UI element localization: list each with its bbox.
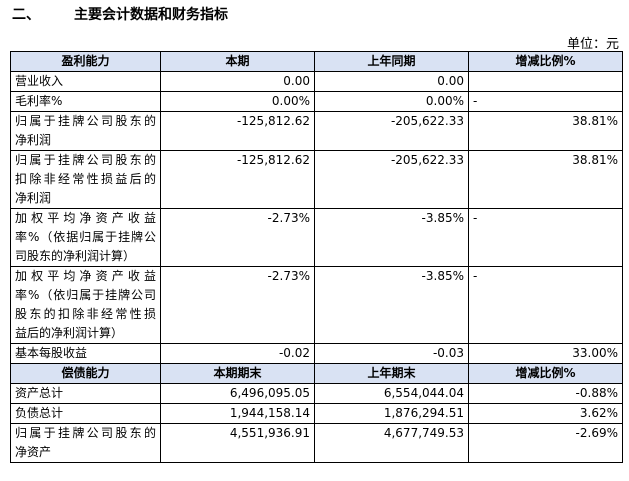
prior-value-cell: -0.03 [314,343,469,364]
row-item-label: 营业收入 [10,71,161,92]
prior-value-cell: 0.00 [314,71,469,92]
item-label-line: 益后的净利润计算） [15,326,124,340]
current-value-cell: -125,812.62 [160,150,315,209]
item-label-line: 加权平均净资产收益 [15,269,156,283]
table-row: 归属于挂牌公司股东的 净资产 4,551,936.91 4,677,749.53 -2.… [10,423,623,463]
current-value-cell: 1,944,158.14 [160,403,315,424]
col-header-solvency: 偿债能力 [10,363,161,384]
item-label-line: 负债总计 [15,406,64,420]
item-label-line: 加权平均净资产收益 [15,211,156,225]
col-header-period-end: 本期期末 [160,363,315,384]
item-label-line: 司股东的净利润计算） [15,249,136,263]
row-item-label: 加权平均净资产收益 率%（依归属于挂牌公司 股东的扣除非经常性损 益后的净利润计算） [10,266,161,344]
change-ratio-cell: 38.81% [468,150,623,209]
financial-data-table: 盈利能力 本期 上年同期 增减比例% 营业收入 0.00 0.00 毛利率% 0.00% 0.00… [10,51,623,463]
current-value-cell: 0.00% [160,91,315,112]
row-item-label: 归属于挂牌公司股东的 扣除非经常性损益后的 净利润 [10,150,161,209]
change-ratio-cell: 38.81% [468,111,623,151]
table-row: 归属于挂牌公司股东的 扣除非经常性损益后的 净利润 -125,812.62 -205,6… [10,150,623,209]
table-row: 归属于挂牌公司股东的 净利润 -125,812.62 -205,622.33 38.81… [10,111,623,151]
change-ratio-cell: 33.00% [468,343,623,364]
current-value-cell: -2.73% [160,208,315,267]
table-row: 基本每股收益 -0.02 -0.03 33.00% [10,343,623,364]
item-label-line: 股东的扣除非经常性损 [15,307,156,321]
prior-value-cell: 1,876,294.51 [314,403,469,424]
col-header-change-ratio: 增减比例% [468,363,623,384]
change-ratio-cell [468,71,623,92]
table-row: 毛利率% 0.00% 0.00% - [10,91,623,112]
item-label-line: 资产总计 [15,386,64,400]
item-label-line: 归属于挂牌公司股东的 [15,153,156,167]
item-label-line: 扣除非经常性损益后的 [15,172,156,186]
change-ratio-cell: - [468,266,623,344]
item-label-line: 率%（依据归属于挂牌公 [15,230,156,244]
row-item-label: 归属于挂牌公司股东的 净利润 [10,111,161,151]
section-number: 二、 [12,7,40,23]
prior-value-cell: -3.85% [314,208,469,267]
change-ratio-cell: -0.88% [468,383,623,404]
change-ratio-cell: -2.69% [468,423,623,463]
table-row: 加权平均净资产收益 率%（依据归属于挂牌公 司股东的净利润计算） -2.73% -3.8… [10,208,623,267]
item-label-line: 净资产 [15,445,52,459]
table-row: 加权平均净资产收益 率%（依归属于挂牌公司 股东的扣除非经常性损 益后的净利润计算） -… [10,266,623,344]
item-label-line: 毛利率% [15,94,63,108]
col-header-prior-year-end: 上年期末 [314,363,469,384]
item-label-line: 归属于挂牌公司股东的 [15,114,156,128]
item-label-line: 归属于挂牌公司股东的 [15,426,156,440]
table-row: 资产总计 6,496,095.05 6,554,044.04 -0.88% [10,383,623,404]
section-heading: 二、 主要会计数据和财务指标 [12,4,228,26]
profit-header-row: 盈利能力 本期 上年同期 增减比例% [10,51,623,72]
current-value-cell: 0.00 [160,71,315,92]
current-value-cell: 6,496,095.05 [160,383,315,404]
item-label-line: 净利润 [15,191,52,205]
row-item-label: 负债总计 [10,403,161,424]
col-header-prior-period: 上年同期 [314,51,469,72]
current-value-cell: -125,812.62 [160,111,315,151]
col-header-current-period: 本期 [160,51,315,72]
prior-value-cell: -205,622.33 [314,150,469,209]
prior-value-cell: 6,554,044.04 [314,383,469,404]
solvency-header-row: 偿债能力 本期期末 上年期末 增减比例% [10,363,623,384]
prior-value-cell: 0.00% [314,91,469,112]
unit-label: 单位：元 [566,37,619,52]
change-ratio-cell: - [468,208,623,267]
row-item-label: 基本每股收益 [10,343,161,364]
col-header-change-ratio: 增减比例% [468,51,623,72]
table-row: 负债总计 1,944,158.14 1,876,294.51 3.62% [10,403,623,424]
prior-value-cell: -3.85% [314,266,469,344]
current-value-cell: 4,551,936.91 [160,423,315,463]
row-item-label: 加权平均净资产收益 率%（依据归属于挂牌公 司股东的净利润计算） [10,208,161,267]
col-header-profitability: 盈利能力 [10,51,161,72]
prior-value-cell: 4,677,749.53 [314,423,469,463]
prior-value-cell: -205,622.33 [314,111,469,151]
item-label-line: 净利润 [15,133,52,147]
table-row: 营业收入 0.00 0.00 [10,71,623,92]
row-item-label: 归属于挂牌公司股东的 净资产 [10,423,161,463]
change-ratio-cell: 3.62% [468,403,623,424]
item-label-line: 基本每股收益 [15,346,88,360]
current-value-cell: -2.73% [160,266,315,344]
row-item-label: 毛利率% [10,91,161,112]
change-ratio-cell: - [468,91,623,112]
item-label-line: 营业收入 [15,74,64,88]
section-title: 主要会计数据和财务指标 [74,7,228,23]
item-label-line: 率%（依归属于挂牌公司 [15,288,156,302]
current-value-cell: -0.02 [160,343,315,364]
row-item-label: 资产总计 [10,383,161,404]
